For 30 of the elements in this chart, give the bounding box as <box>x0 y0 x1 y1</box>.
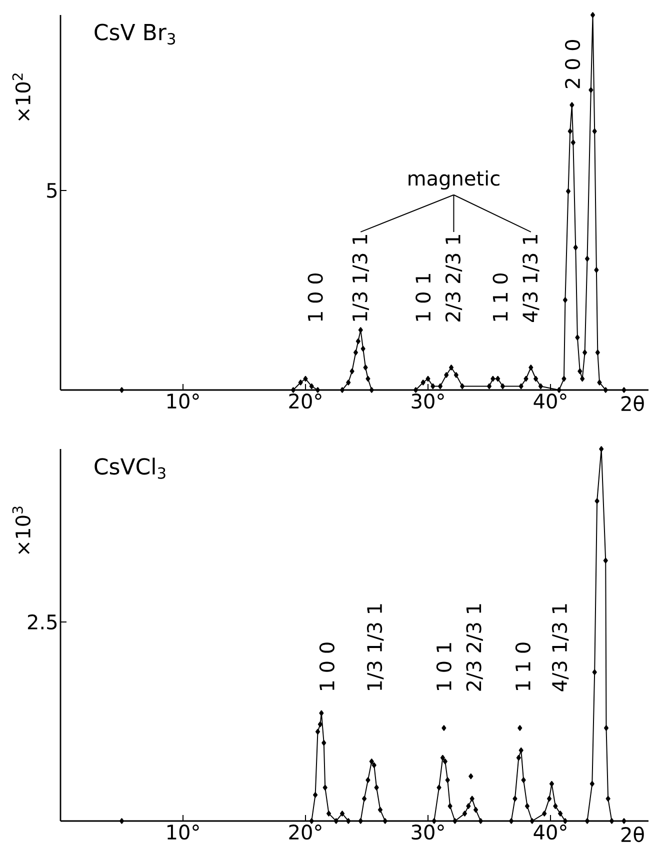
text: 2.5 <box>28 614 57 630</box>
annotation: 1/3 1/3 1 <box>352 235 369 321</box>
y-axis-title: ×10$^{3}$ <box>12 506 31 554</box>
annotation: 1 1 0 <box>515 642 530 690</box>
annotation: 1 0 0 <box>308 273 323 321</box>
annotation: 1 0 1 <box>416 274 431 321</box>
annotation: 1/3 1/3 1 <box>366 604 384 690</box>
x-tick-label: 10° <box>167 824 199 840</box>
annotation: magnetic <box>408 170 500 190</box>
y-axis-title: ×10$^{2}$ <box>12 74 31 121</box>
x-tick-label: 30° <box>412 394 444 409</box>
x-axis-title: 2θ <box>621 826 644 842</box>
x-tick-label: 20° <box>289 824 322 840</box>
chart-title: CsV Br$_{3}$ <box>94 24 175 45</box>
x-tick-label: 40° <box>534 394 566 409</box>
x-axis-title: 2θ <box>621 396 644 412</box>
annotation: 1 1 0 <box>492 273 508 321</box>
text: 5 <box>47 183 57 198</box>
annotation: 1 0 1 <box>436 643 452 690</box>
annotation: 2/3 2/3 1 <box>445 235 462 322</box>
annotation: 1 0 0 <box>319 642 334 690</box>
x-tick-label: 40° <box>534 824 566 840</box>
x-tick-label: 20° <box>289 394 322 409</box>
annotation: 4/3 1/3 1 <box>522 235 540 322</box>
annotation: 2 0 0 <box>564 40 580 88</box>
x-tick-label: 30° <box>412 824 444 840</box>
chart-title: CsVCl$_{3}$ <box>94 458 166 479</box>
annotation: 4/3 1/3 1 <box>552 604 569 692</box>
annotation: 2/3 2/3 1 <box>466 604 483 691</box>
x-tick-label: 10° <box>167 394 199 409</box>
